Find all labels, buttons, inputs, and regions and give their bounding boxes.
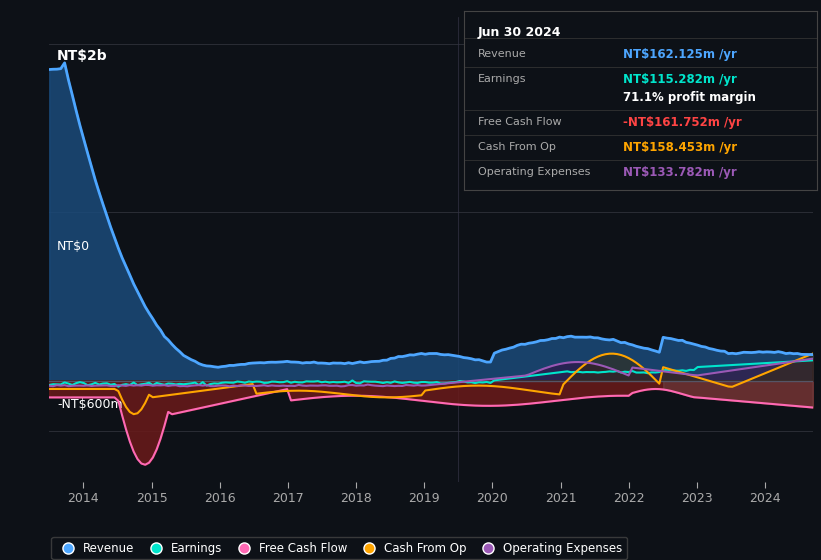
Text: Revenue: Revenue [478, 49, 527, 59]
Legend: Revenue, Earnings, Free Cash Flow, Cash From Op, Operating Expenses: Revenue, Earnings, Free Cash Flow, Cash … [52, 537, 627, 559]
Text: -NT$600m: -NT$600m [57, 398, 122, 412]
Text: -NT$161.752m /yr: -NT$161.752m /yr [622, 116, 741, 129]
Text: NT$0: NT$0 [57, 240, 90, 253]
Text: NT$115.282m /yr: NT$115.282m /yr [622, 73, 736, 86]
Text: Operating Expenses: Operating Expenses [478, 167, 590, 178]
Text: Cash From Op: Cash From Op [478, 142, 556, 152]
Text: Free Cash Flow: Free Cash Flow [478, 117, 562, 127]
Text: NT$162.125m /yr: NT$162.125m /yr [622, 48, 736, 60]
Text: Earnings: Earnings [478, 74, 526, 85]
Text: NT$2b: NT$2b [57, 49, 108, 63]
Text: 71.1% profit margin: 71.1% profit margin [622, 91, 755, 104]
Text: Jun 30 2024: Jun 30 2024 [478, 26, 562, 39]
Text: NT$158.453m /yr: NT$158.453m /yr [622, 141, 737, 154]
Text: NT$133.782m /yr: NT$133.782m /yr [622, 166, 736, 179]
